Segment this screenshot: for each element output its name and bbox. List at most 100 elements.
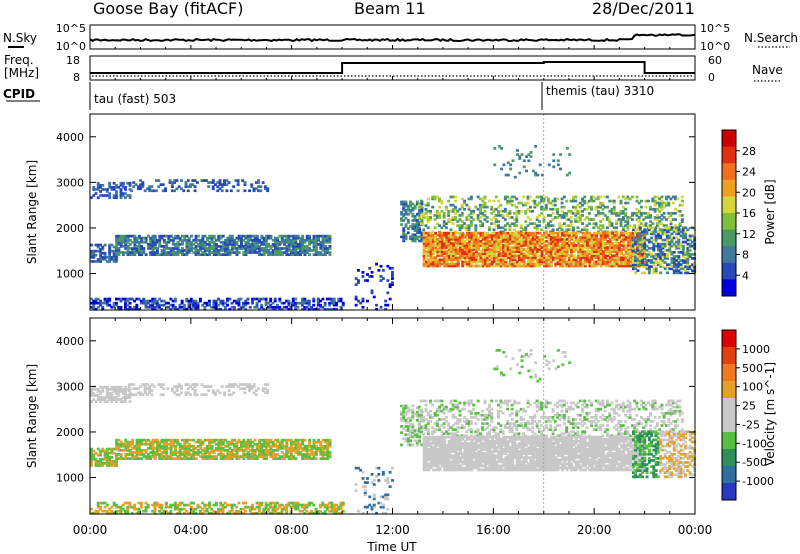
heatmap-cell [375, 303, 378, 307]
heatmap-cell [112, 390, 116, 393]
heatmap-cell [651, 226, 655, 230]
heatmap-cell [561, 244, 564, 247]
heatmap-cell [503, 209, 507, 213]
heatmap-cell [370, 289, 374, 293]
heatmap-cell [468, 264, 471, 268]
heatmap-cell [233, 442, 237, 446]
heatmap-cell [119, 236, 123, 240]
heatmap-cell [440, 258, 444, 262]
heatmap-cell [162, 455, 166, 458]
heatmap-cell [499, 226, 503, 230]
heatmap-cell [246, 243, 250, 246]
heatmap-cell [124, 449, 128, 452]
heatmap-cell [249, 245, 252, 248]
heatmap-cell [474, 205, 478, 209]
heatmap-cell [519, 224, 523, 227]
heatmap-cell [434, 260, 437, 264]
heatmap-cell [221, 299, 225, 303]
heatmap-cell [271, 440, 275, 444]
heatmap-cell [536, 244, 540, 247]
heatmap-cell [485, 216, 489, 219]
heatmap-cell [187, 236, 191, 240]
heatmap-cell [456, 262, 460, 266]
heatmap-cell [465, 260, 469, 264]
heatmap-cell [563, 258, 567, 262]
heatmap-cell [128, 243, 132, 246]
heatmap-cell [470, 256, 474, 260]
heatmap-cell [226, 453, 230, 456]
heatmap-cell [547, 242, 551, 245]
heatmap-cell [278, 240, 282, 244]
heatmap-cell [409, 204, 412, 208]
heatmap-cell [110, 451, 114, 455]
heatmap-cell [666, 234, 669, 238]
heatmap-cell [577, 262, 580, 266]
heatmap-cell [468, 262, 471, 266]
heatmap-cell [676, 209, 680, 213]
date-title: 28/Dec/2011 [592, 0, 695, 18]
heatmap-cell [611, 238, 614, 241]
heatmap-cell [632, 257, 635, 260]
heatmap-cell [454, 207, 457, 211]
heatmap-cell [447, 235, 451, 239]
heatmap-cell [156, 438, 159, 442]
heatmap-cell [319, 303, 322, 307]
heatmap-cell [443, 256, 447, 260]
heatmap-cell [153, 251, 157, 254]
heatmap-cell [634, 251, 638, 254]
heatmap-cell [684, 253, 688, 256]
nsky-tick-top: 10^5 [56, 22, 86, 35]
heatmap-cell [194, 251, 198, 254]
heatmap-cell [533, 238, 537, 241]
heatmap-cell [533, 231, 537, 235]
heatmap-cell [196, 449, 200, 452]
heatmap-cell [151, 297, 155, 301]
heatmap-cell [688, 234, 692, 238]
heatmap-cell [472, 235, 476, 239]
heatmap-cell [588, 260, 592, 264]
heatmap-cell [135, 455, 139, 458]
heatmap-cell [187, 247, 191, 250]
heatmap-cell [92, 457, 96, 461]
heatmap-cell [230, 440, 234, 444]
heatmap-cell [105, 460, 109, 463]
heatmap-cell [656, 257, 660, 260]
heatmap-cell [251, 247, 255, 250]
heatmap-cell [105, 388, 109, 391]
heatmap-cell [262, 440, 266, 444]
heatmap-cell [217, 438, 221, 442]
heatmap-cell [144, 305, 148, 309]
heatmap-cell [666, 263, 669, 266]
heatmap-cell [108, 253, 112, 257]
heatmap-cell [176, 457, 180, 460]
heatmap-cell [223, 307, 227, 311]
heatmap-cell [276, 243, 280, 246]
heatmap-cell [425, 250, 428, 253]
heatmap-cell [483, 195, 487, 199]
heatmap-cell [688, 246, 692, 250]
heatmap-cell [289, 251, 293, 254]
heatmap-cell [531, 246, 535, 249]
heatmap-cell [205, 301, 209, 305]
heatmap-cell [130, 297, 134, 301]
heatmap-cell [122, 245, 125, 248]
heatmap-cell [218, 183, 222, 186]
heatmap-cell [520, 238, 524, 241]
heatmap-cell [124, 243, 128, 246]
heatmap-cell [187, 438, 191, 442]
heatmap-cell [570, 248, 574, 251]
heatmap-cell [260, 438, 264, 442]
heatmap-cell [326, 240, 330, 244]
heatmap-cell [635, 212, 639, 215]
heatmap-cell [417, 214, 421, 217]
heatmap-cell [681, 261, 685, 264]
heatmap-cell [139, 385, 143, 388]
heatmap-cell [549, 231, 553, 235]
heatmap-cell [492, 228, 496, 232]
heatmap-cell [528, 218, 532, 221]
heatmap-cell [619, 224, 623, 227]
heatmap-cell [686, 246, 690, 250]
heatmap-cell [556, 250, 560, 253]
heatmap-cell [666, 255, 669, 258]
heatmap-cell [431, 252, 435, 255]
